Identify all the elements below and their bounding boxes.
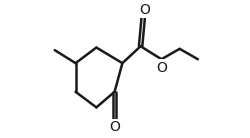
Text: O: O bbox=[109, 120, 120, 134]
Text: O: O bbox=[156, 61, 167, 75]
Text: O: O bbox=[139, 3, 150, 17]
